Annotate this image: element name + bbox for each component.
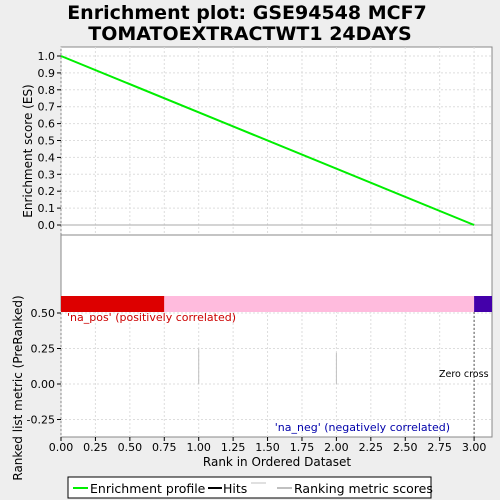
chart-title-line-2: TOMATOEXTRACTWT1 24DAYS <box>88 23 411 45</box>
zero-cross-clip: Zero cross at 3 <box>439 369 500 380</box>
ranked-y-ticks: 0.50 0.25 0.00 -0.25 <box>27 307 61 427</box>
neg-correlated-label: 'na_neg' (negatively correlated) <box>275 421 450 434</box>
ranked-y-tick-label: 0.25 <box>31 343 56 356</box>
color-bar-segment <box>474 296 492 312</box>
es-y-tick-label: 0.4 <box>38 151 56 164</box>
ranked-y-axis-label: Ranked list metric (PreRanked) <box>11 295 25 480</box>
x-tick-label: 1.75 <box>290 441 315 454</box>
es-y-tick-label: 0.2 <box>38 185 56 198</box>
zero-cross-label: Zero cross at 3 <box>439 369 500 380</box>
es-y-tick-label: 0.5 <box>38 135 56 148</box>
ranked-y-tick-label: -0.25 <box>27 414 55 427</box>
hits-panel <box>60 234 493 298</box>
color-bar-segment <box>164 296 475 312</box>
legend-label-hits: Hits <box>223 481 247 496</box>
x-ticks: 0.00 0.25 0.50 0.75 1.00 1.25 1.50 1.75 2.00 2.25… <box>49 437 487 454</box>
enrichment-profile-series <box>60 55 475 226</box>
legend-box <box>67 476 432 499</box>
x-tick-label: 2.50 <box>393 441 418 454</box>
legend-label-enrichment-profile: Enrichment profile <box>90 481 206 496</box>
x-tick-label: 2.25 <box>359 441 384 454</box>
x-axis-label: Rank in Ordered Dataset <box>203 455 351 469</box>
es-y-tick-label: 1.0 <box>38 50 56 63</box>
x-tick-label: 2.75 <box>427 441 452 454</box>
x-tick-label: 1.00 <box>186 441 211 454</box>
es-y-tick-label: 0.8 <box>38 84 56 97</box>
ranked-y-tick-label: 0.50 <box>31 307 56 320</box>
chart-title-line-1: Enrichment plot: GSE94548 MCF7 <box>67 2 427 24</box>
x-tick-label: 0.75 <box>152 441 177 454</box>
x-tick-label: 2.00 <box>324 441 349 454</box>
metric-panel <box>60 296 493 438</box>
enrichment-profile-line <box>60 55 475 226</box>
ranking-metric-bars <box>198 348 337 384</box>
legend-label-ranking-metric: Ranking metric scores <box>294 481 433 496</box>
x-tick-label: 1.25 <box>221 441 246 454</box>
es-y-tick-label: 0.6 <box>38 118 56 131</box>
x-tick-label: 0.00 <box>49 441 74 454</box>
x-tick-label: 0.25 <box>83 441 108 454</box>
ranked-y-tick-label: 0.00 <box>31 378 56 391</box>
x-tick-label: 3.00 <box>462 441 487 454</box>
pos-correlated-label: 'na_pos' (positively correlated) <box>67 311 236 324</box>
es-y-tick-label: 0.1 <box>38 202 56 215</box>
es-y-tick-label: 0.7 <box>38 101 56 114</box>
es-y-ticks: 1.0 0.9 0.8 0.7 0.6 0.5 0.4 0.3 0.2 0.1 0.0 <box>38 50 61 232</box>
es-y-tick-label: 0.9 <box>38 67 56 80</box>
correlation-color-bar <box>61 296 492 312</box>
es-y-axis-label: Enrichment score (ES) <box>21 84 35 217</box>
es-y-tick-label: 0.0 <box>38 219 56 232</box>
x-tick-label: 1.50 <box>255 441 280 454</box>
es-y-tick-label: 0.3 <box>38 168 56 181</box>
x-tick-label: 0.50 <box>118 441 143 454</box>
color-bar-segment <box>61 296 165 312</box>
